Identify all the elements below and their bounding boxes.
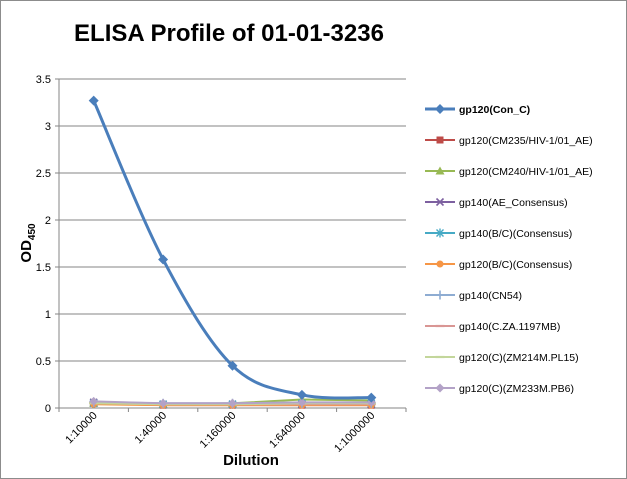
legend-label: gp120(B/C)(Consensus) (459, 259, 572, 271)
legend-label: gp120(C)(ZM214M.PL15) (459, 352, 579, 364)
legend-item: gp120(C)(ZM233M.PB6) (425, 383, 574, 395)
legend-swatch-marker (435, 104, 445, 114)
x-tick-label: 1:1000000 (332, 410, 377, 455)
y-tick-label: 0.5 (36, 356, 51, 368)
legend-item: gp120(CM240/HIV-1/01_AE) (425, 166, 593, 178)
legend-item: gp140(C.ZA.1197MB) (425, 321, 560, 333)
legend-swatch-marker (435, 197, 445, 207)
series-0 (88, 95, 377, 403)
data-point (158, 254, 169, 265)
series-layer (88, 95, 377, 409)
data-point (297, 397, 307, 407)
data-point (88, 95, 99, 106)
legend-item: gp120(CM235/HIV-1/01_AE) (425, 135, 593, 147)
y-tick-label: 3.5 (36, 74, 51, 86)
legend-swatch-marker (435, 166, 445, 175)
y-axis-ticks: 0 0.5 1 1.5 2 2.5 3 3.5 (36, 74, 59, 415)
x-tick-label: 1:160000 (198, 410, 239, 451)
gridlines (58, 78, 406, 409)
legend-item: gp140(B/C)(Consensus) (425, 228, 572, 240)
x-tick-label: 1:10000 (63, 410, 100, 447)
y-tick-label: 1.5 (36, 262, 51, 274)
legend-label: gp140(CN54) (459, 290, 522, 302)
legend-item: gp140(AE_Consensus) (425, 197, 568, 209)
legend-item: gp140(CN54) (425, 290, 522, 302)
y-tick-label: 3 (45, 121, 51, 133)
x-tick-label: 1:640000 (267, 410, 308, 451)
y-tick-label: 1 (45, 309, 51, 321)
series-line (92, 100, 372, 400)
legend-label: gp140(B/C)(Consensus) (459, 228, 572, 240)
legend-swatch-marker (435, 383, 445, 393)
legend: gp120(Con_C) gp120(CM235/HIV-1/01_AE) gp12… (425, 104, 593, 395)
legend-label: gp120(CM240/HIV-1/01_AE) (459, 166, 593, 178)
x-tick-label: 1:40000 (133, 410, 170, 447)
x-axis-ticks: 1:10000 1:40000 1:160000 1:640000 1:1000000 (58, 408, 407, 455)
legend-item: gp120(B/C)(Consensus) (425, 259, 572, 271)
data-point (227, 360, 238, 371)
data-point (366, 392, 377, 403)
legend-label: gp140(AE_Consensus) (459, 197, 568, 209)
legend-swatch-marker (436, 136, 444, 144)
legend-item: gp120(C)(ZM214M.PL15) (425, 352, 579, 364)
y-axis-title: OD450 (18, 223, 38, 263)
legend-item: gp120(Con_C) (425, 104, 530, 116)
legend-label: gp120(C)(ZM233M.PB6) (459, 383, 574, 395)
y-tick-label: 2 (45, 215, 51, 227)
x-axis-title: Dilution (223, 452, 279, 469)
data-point (296, 389, 307, 400)
data-point (228, 398, 237, 408)
legend-swatch-marker (436, 228, 444, 238)
legend-label: gp120(Con_C) (459, 104, 530, 116)
legend-swatch-marker (436, 260, 444, 268)
legend-swatch-marker (435, 290, 445, 300)
chart-title: ELISA Profile of 01-01-3236 (74, 20, 384, 47)
data-point (158, 398, 168, 408)
legend-label: gp140(C.ZA.1197MB) (459, 321, 560, 333)
y-tick-label: 0 (45, 403, 51, 415)
y-axis-title-main: OD (18, 240, 35, 263)
y-tick-label: 2.5 (36, 168, 51, 180)
data-point (89, 396, 99, 406)
y-axis-title-subscript: 450 (27, 223, 38, 240)
legend-label: gp120(CM235/HIV-1/01_AE) (459, 135, 593, 147)
